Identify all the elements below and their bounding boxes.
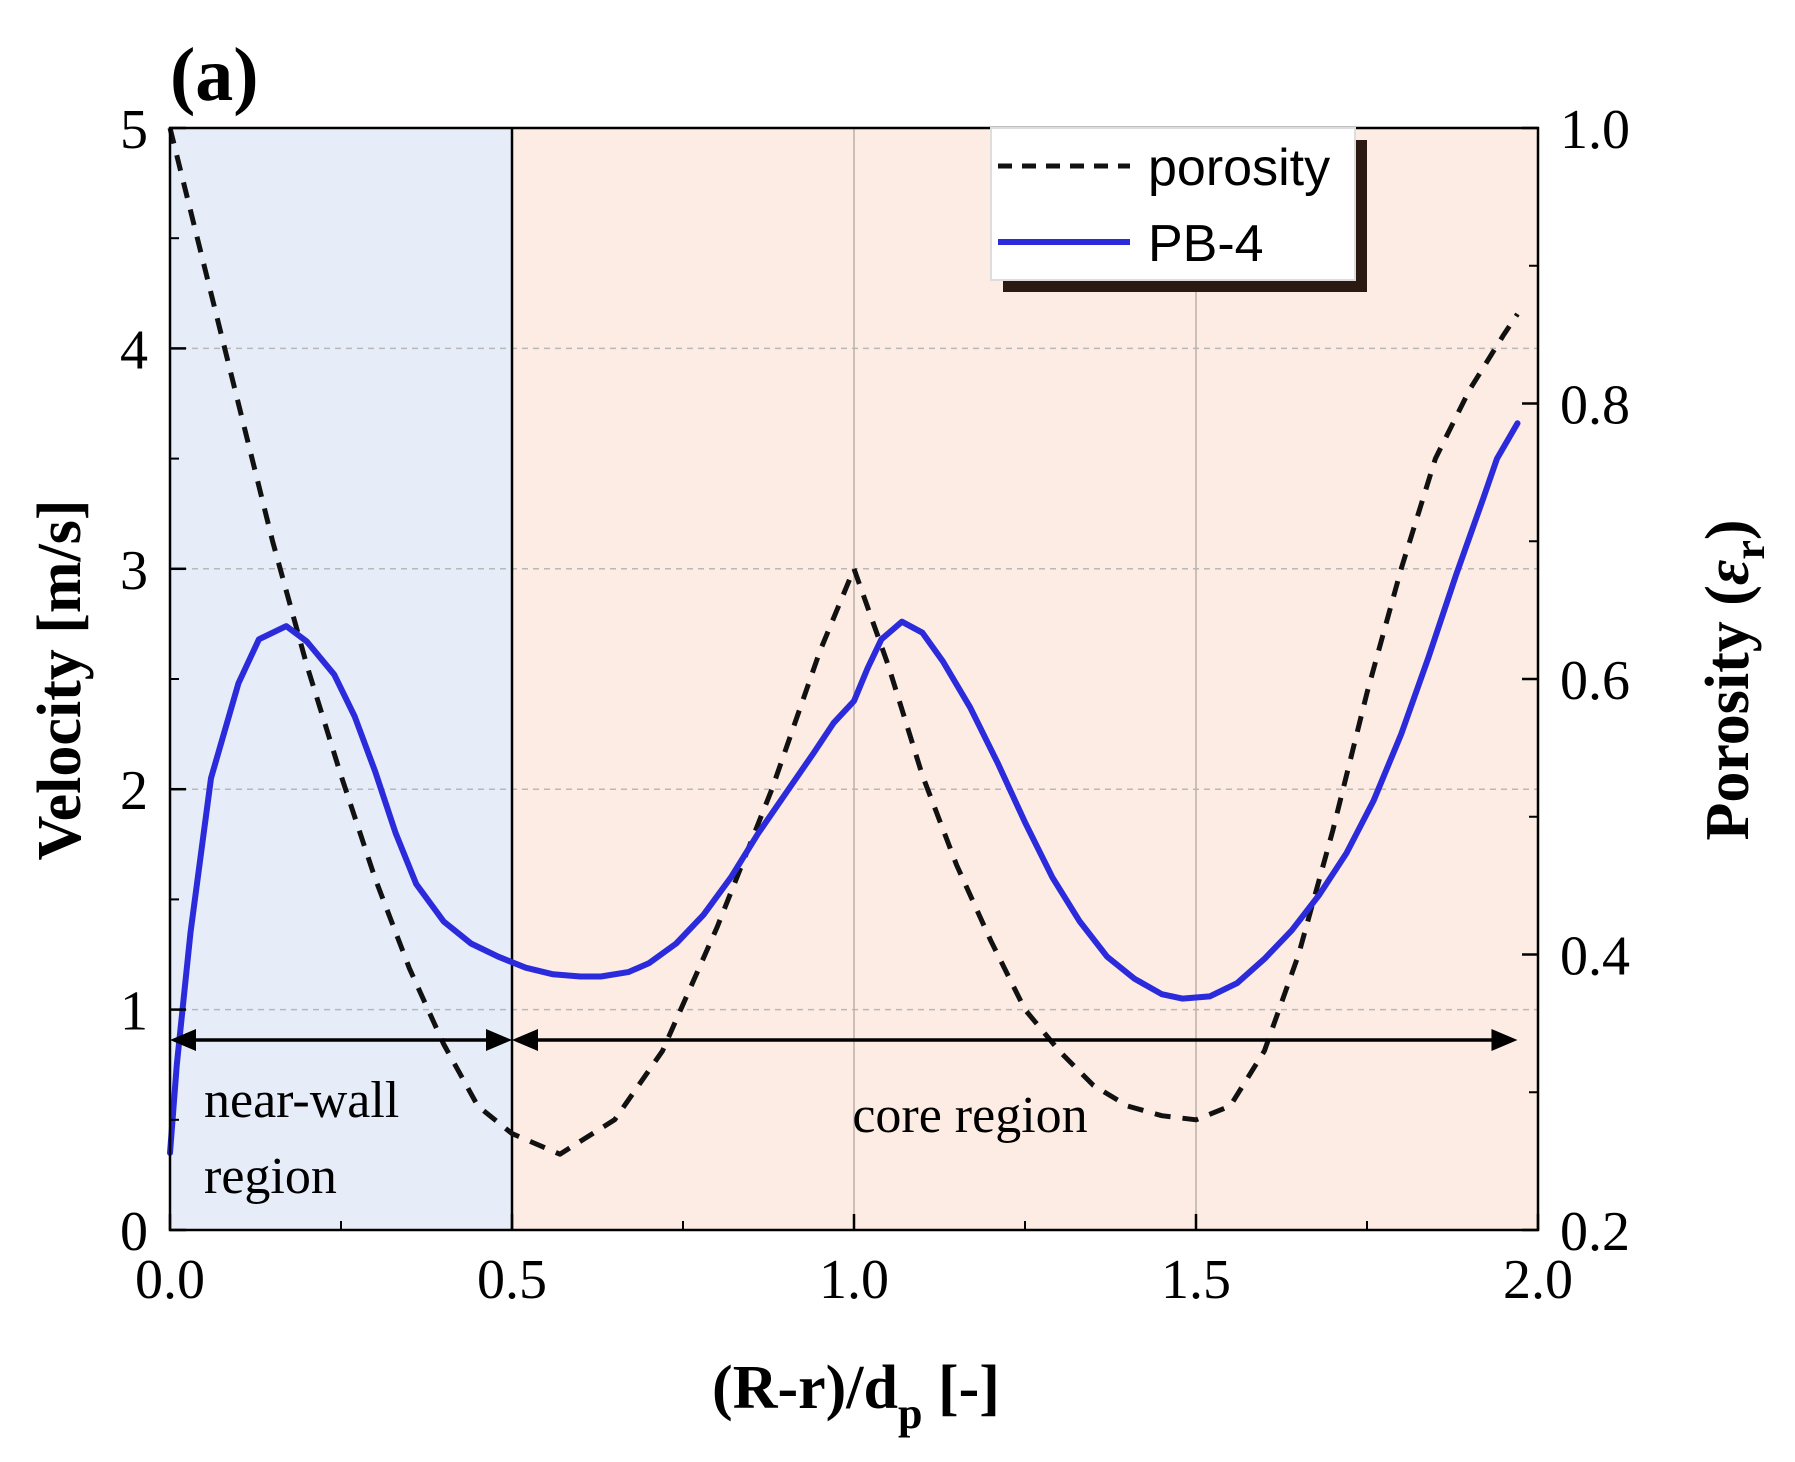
x-axis-title-main: (R-r)/d [712,1354,898,1422]
y2-title-suffix: ) [1694,519,1762,540]
gridlines [170,128,1538,1230]
near-wall-region-background [170,128,512,1230]
near-wall-region-label: region [204,1148,337,1205]
near-wall-region-label: near-wall [204,1072,399,1129]
y-tick-label: 3 [120,540,148,602]
core-arrow-head-right [1491,1029,1518,1051]
y2-tick-label: 0.6 [1560,650,1630,712]
y-tick-label: 5 [120,99,148,161]
x-tick-label: 1.5 [1161,1249,1231,1311]
x-tick-label: 2.0 [1503,1249,1573,1311]
legend-label-pb4: PB-4 [1148,215,1264,273]
region-arrows [170,1029,1518,1051]
series-line-pb-4 [167,420,1521,1156]
y2-title-symbol: ε [1694,560,1762,585]
x-tick-label: 0.0 [135,1249,205,1311]
y2-title-main: Porosity ( [1694,585,1762,840]
legend: porosity PB-4 [990,127,1367,292]
x-tick-label: 1.0 [819,1249,889,1311]
y2-tick-label: 1.0 [1560,99,1630,161]
x-tick-label: 0.5 [477,1249,547,1311]
y-tick-label: 4 [120,319,148,381]
series-lines [167,127,1521,1157]
y2-tick-label: 0.2 [1560,1201,1630,1263]
core-region-background [512,128,1538,1230]
y-tick-label: 1 [120,981,148,1043]
axes [168,126,1540,1232]
tick-labels: 0.0 0.5 1.0 1.5 2.0 0 1 2 3 4 5 0.2 0.4 0.6 0.8 1.0 [120,99,1630,1311]
near-wall-arrow-head-left [170,1029,196,1051]
legend-label-porosity: porosity [1148,139,1330,197]
y2-title-subscript: r [1725,540,1774,560]
panel-label: (a) [170,33,259,117]
y-axis-title-right: Porosity (εr) [1694,519,1774,840]
series-line-porosity [167,127,1520,1157]
y2-tick-label: 0.4 [1560,926,1630,988]
y-axis-title-left: Velocity [m/s] [26,499,94,860]
core-arrow-head-left [512,1029,538,1051]
core-region-label: core region [852,1087,1087,1144]
region-backgrounds [170,128,1538,1230]
x-axis-title-suffix: [-] [922,1354,999,1422]
region-labels: near-wall region core region [204,1072,1088,1205]
near-wall-arrow-head-right [486,1029,512,1051]
x-axis-title: (R-r)/dp [-] [712,1354,1000,1438]
x-axis-title-subscript: p [898,1389,922,1438]
y-tick-label: 0 [120,1201,148,1263]
legend-box [990,127,1356,281]
y-tick-label: 2 [120,760,148,822]
y2-tick-label: 0.8 [1560,375,1630,437]
